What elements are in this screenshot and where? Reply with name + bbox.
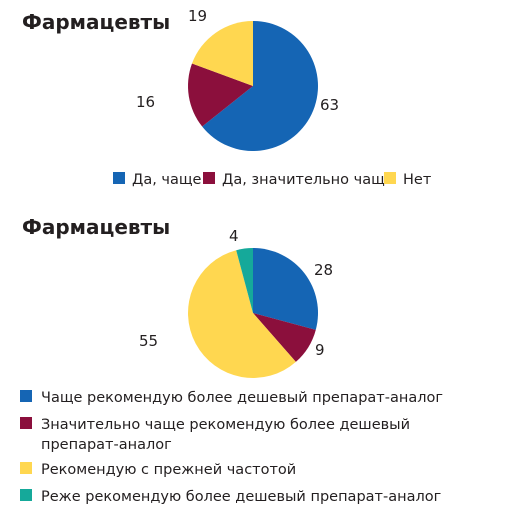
legend-label-da-chashche: Да, чаще (132, 172, 202, 188)
chart-2-label-prezhnyaya: 55 (139, 332, 158, 350)
chart-1-legend: Да, чаще Да, значительно чаще Нет (113, 172, 432, 188)
pie2-slice-2 (188, 250, 296, 378)
pie1-slice-2 (192, 21, 253, 86)
pie1-slice-0 (202, 21, 318, 152)
chart-1-title: Фармацевты (22, 10, 170, 34)
chart-2: Фармацевты 4 28 9 55 Чаще рекомендую бол… (20, 215, 443, 505)
chart-2-pie (188, 248, 319, 378)
legend-label-chashche: Чаще рекомендую более дешевый препарат-а… (41, 390, 443, 406)
legend-label-da-znachitelno: Да, значительно чаще (222, 172, 394, 188)
pie2-slice-1 (253, 313, 316, 362)
legend-swatch-da-chashche (113, 172, 125, 184)
chart-1-label-da-chashche: 63 (320, 96, 339, 114)
legend-swatch-chashche (20, 390, 32, 402)
legend-swatch-znachitelno (20, 417, 32, 429)
chart-1-label-nyet: 19 (188, 7, 207, 25)
legend-swatch-da-znachitelno (203, 172, 215, 184)
legend-swatch-nyet (384, 172, 396, 184)
chart-2-title: Фармацевты (22, 215, 170, 239)
pie1-slice-1 (187, 63, 253, 127)
legend-swatch-rezhe (20, 489, 32, 501)
pie2-slice-3 (236, 248, 253, 313)
pie2-slice-0 (253, 248, 319, 330)
chart-2-legend: Чаще рекомендую более дешевый препарат-а… (20, 390, 443, 505)
legend-label-prezhnyaya: Рекомендую с прежней частотой (41, 462, 296, 478)
chart-2-label-znachitelno: 9 (315, 341, 325, 359)
chart-1: Фармацевты 19 16 63 Да, чаще Да, значите… (22, 7, 432, 188)
chart-2-label-rezhe: 4 (229, 227, 239, 245)
chart-1-label-da-znachitelno: 16 (136, 93, 155, 111)
chart-1-pie (187, 21, 318, 152)
legend-swatch-prezhnyaya (20, 462, 32, 474)
legend-label-znachitelno: Значительно чаще рекомендую более дешевы… (41, 417, 415, 453)
chart-2-label-chashche: 28 (314, 261, 333, 279)
legend-label-nyet: Нет (403, 172, 432, 188)
legend-label-rezhe: Реже рекомендую более дешевый препарат-а… (41, 489, 441, 505)
